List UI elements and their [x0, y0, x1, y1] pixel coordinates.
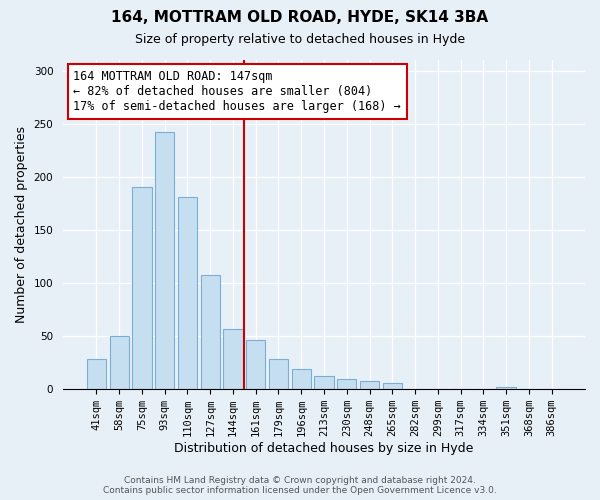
Bar — [200, 274, 220, 389]
Bar — [314, 376, 334, 389]
Bar — [87, 360, 106, 389]
Text: Contains HM Land Registry data © Crown copyright and database right 2024.
Contai: Contains HM Land Registry data © Crown c… — [103, 476, 497, 495]
Text: Size of property relative to detached houses in Hyde: Size of property relative to detached ho… — [135, 32, 465, 46]
Bar — [110, 336, 129, 389]
Bar — [269, 360, 288, 389]
Bar — [246, 340, 265, 389]
Bar — [178, 197, 197, 389]
Bar — [132, 188, 152, 389]
Bar — [496, 387, 516, 389]
Y-axis label: Number of detached properties: Number of detached properties — [15, 126, 28, 323]
Bar — [383, 383, 402, 389]
Bar — [292, 369, 311, 389]
Text: 164, MOTTRAM OLD ROAD, HYDE, SK14 3BA: 164, MOTTRAM OLD ROAD, HYDE, SK14 3BA — [112, 10, 488, 25]
Text: 164 MOTTRAM OLD ROAD: 147sqm
← 82% of detached houses are smaller (804)
17% of s: 164 MOTTRAM OLD ROAD: 147sqm ← 82% of de… — [73, 70, 401, 113]
Bar — [360, 380, 379, 389]
X-axis label: Distribution of detached houses by size in Hyde: Distribution of detached houses by size … — [175, 442, 474, 455]
Bar — [223, 328, 242, 389]
Bar — [155, 132, 175, 389]
Bar — [337, 378, 356, 389]
